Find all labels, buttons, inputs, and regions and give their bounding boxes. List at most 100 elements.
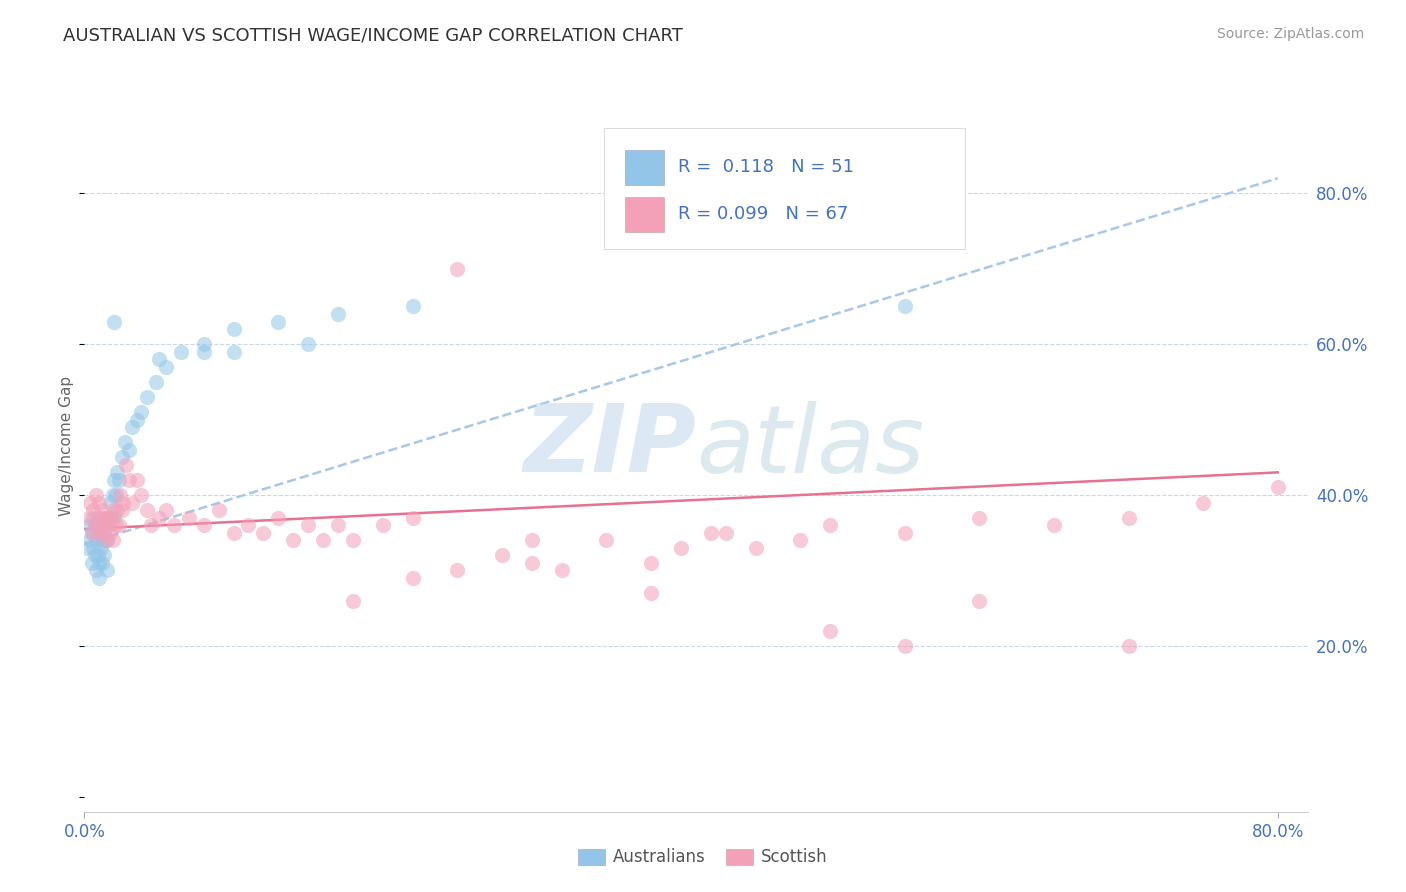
Point bbox=[342, 533, 364, 548]
Point bbox=[193, 337, 215, 351]
Text: ZIP: ZIP bbox=[523, 400, 696, 492]
Point bbox=[714, 525, 737, 540]
Point bbox=[82, 510, 104, 524]
Point bbox=[90, 518, 112, 533]
Point bbox=[818, 624, 841, 638]
Point bbox=[789, 533, 811, 548]
Point bbox=[111, 450, 134, 465]
Point bbox=[121, 495, 143, 509]
Point bbox=[107, 518, 129, 533]
Point bbox=[79, 495, 101, 509]
Point bbox=[118, 473, 141, 487]
Point bbox=[894, 639, 917, 653]
Point bbox=[163, 518, 186, 533]
Point bbox=[105, 503, 128, 517]
Point bbox=[93, 525, 115, 540]
Point bbox=[94, 510, 117, 524]
Point bbox=[148, 510, 170, 524]
Point bbox=[90, 541, 112, 555]
Point bbox=[312, 533, 335, 548]
Point bbox=[103, 473, 125, 487]
Point bbox=[90, 510, 112, 524]
Point bbox=[115, 458, 138, 472]
Point bbox=[170, 344, 193, 359]
Point bbox=[87, 549, 110, 563]
Point bbox=[103, 315, 125, 329]
Point bbox=[520, 533, 543, 548]
Point bbox=[91, 556, 114, 570]
Point bbox=[96, 533, 118, 548]
Legend: Australians, Scottish: Australians, Scottish bbox=[572, 842, 834, 873]
Point bbox=[297, 337, 319, 351]
Point bbox=[669, 541, 692, 555]
Point bbox=[193, 344, 215, 359]
Text: atlas: atlas bbox=[696, 401, 924, 491]
Point bbox=[252, 525, 274, 540]
Point bbox=[103, 510, 125, 524]
Point bbox=[89, 525, 111, 540]
Point bbox=[267, 510, 290, 524]
Point bbox=[894, 300, 917, 314]
Point bbox=[98, 525, 121, 540]
Point bbox=[155, 359, 177, 374]
Point bbox=[104, 518, 127, 533]
Point bbox=[93, 549, 115, 563]
Point bbox=[80, 525, 103, 540]
Point bbox=[446, 563, 468, 577]
Point bbox=[77, 518, 100, 533]
Point bbox=[136, 390, 159, 404]
Point bbox=[141, 518, 163, 533]
Point bbox=[83, 518, 105, 533]
Point bbox=[96, 533, 118, 548]
FancyBboxPatch shape bbox=[605, 128, 965, 249]
Point bbox=[148, 352, 170, 367]
Point bbox=[326, 518, 349, 533]
Point bbox=[446, 261, 468, 276]
Point bbox=[136, 503, 159, 517]
Point bbox=[700, 525, 723, 540]
Point bbox=[145, 375, 167, 389]
Point bbox=[155, 503, 177, 517]
Point bbox=[112, 495, 135, 509]
Point bbox=[107, 473, 129, 487]
Point bbox=[193, 518, 215, 533]
Point bbox=[104, 488, 127, 502]
Point bbox=[84, 488, 107, 502]
Point bbox=[79, 533, 101, 548]
Point bbox=[96, 563, 118, 577]
Point bbox=[82, 541, 104, 555]
Point bbox=[342, 593, 364, 607]
Y-axis label: Wage/Income Gap: Wage/Income Gap bbox=[59, 376, 75, 516]
FancyBboxPatch shape bbox=[626, 196, 664, 232]
Point bbox=[97, 518, 120, 533]
Point bbox=[520, 556, 543, 570]
Point bbox=[129, 405, 152, 419]
Text: Source: ZipAtlas.com: Source: ZipAtlas.com bbox=[1216, 27, 1364, 41]
Point bbox=[207, 503, 229, 517]
Point bbox=[640, 556, 662, 570]
FancyBboxPatch shape bbox=[626, 150, 664, 185]
Point bbox=[96, 510, 118, 524]
Point bbox=[491, 549, 513, 563]
Point bbox=[100, 510, 122, 524]
Point bbox=[283, 533, 305, 548]
Point bbox=[98, 495, 121, 509]
Point bbox=[93, 518, 115, 533]
Point bbox=[1118, 510, 1140, 524]
Point bbox=[401, 300, 423, 314]
Point bbox=[91, 533, 114, 548]
Point bbox=[222, 344, 245, 359]
Point bbox=[82, 503, 104, 517]
Text: R =  0.118   N = 51: R = 0.118 N = 51 bbox=[678, 158, 853, 177]
Point bbox=[1267, 480, 1289, 494]
Point bbox=[89, 525, 111, 540]
Point bbox=[640, 586, 662, 600]
Point bbox=[101, 488, 124, 502]
Point bbox=[222, 322, 245, 336]
Point bbox=[89, 571, 111, 585]
Point bbox=[1118, 639, 1140, 653]
Point bbox=[108, 488, 131, 502]
Point bbox=[818, 518, 841, 533]
Point bbox=[114, 435, 136, 450]
Point bbox=[267, 315, 290, 329]
